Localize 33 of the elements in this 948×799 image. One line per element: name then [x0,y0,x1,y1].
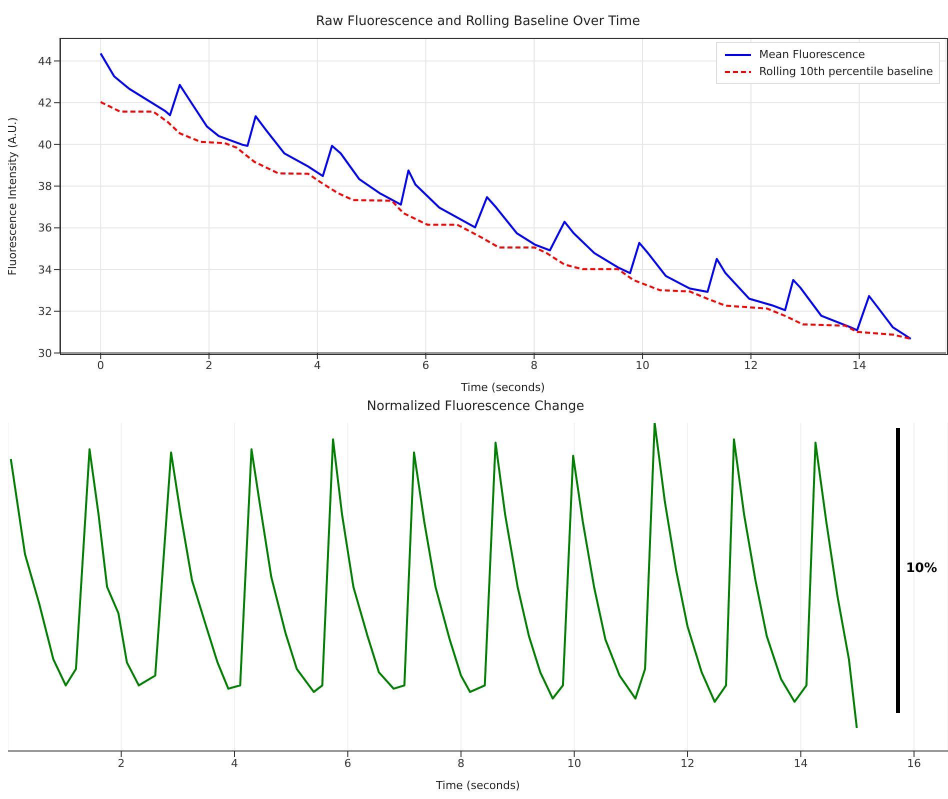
x-tick-label: 2 [118,756,125,770]
x-tick-label: 16 [907,756,922,770]
x-tick-label: 4 [314,358,321,372]
x-tick-label: 4 [231,756,238,770]
x-axis-title: Time (seconds) [435,779,520,792]
chart-title: Raw Fluorescence and Rolling Baseline Over Time [314,14,642,29]
y-tick-label: 36 [38,222,52,235]
chart-title: Normalized Fluorescence Change [366,399,586,414]
y-tick-label: 44 [38,54,52,68]
x-tick-label: 8 [530,358,538,372]
line-series [100,101,912,340]
legend-label: Mean Fluorescence [759,48,866,61]
x-tick-label: 6 [344,756,352,770]
x-tick-label: 14 [852,358,866,372]
y-tick-label: 42 [38,96,52,110]
x-tick-label: 12 [680,756,695,770]
x-tick-label: 2 [206,358,213,372]
y-tick-label: 30 [38,346,52,360]
legend-label: Rolling 10th percentile baseline [759,65,933,78]
x-tick-label: 6 [422,358,430,372]
x-tick-label: 10 [567,756,582,770]
x-tick-label: 0 [97,358,104,372]
x-axis-title: Time (seconds) [460,381,545,394]
x-tick-label: 12 [744,358,758,372]
annotation: 10% [906,561,938,576]
y-tick-label: 38 [38,180,52,194]
y-tick-label: 32 [38,305,52,318]
y-tick-label: 34 [38,263,52,276]
x-tick-label: 14 [794,756,808,770]
x-tick-label: 10 [636,358,650,372]
x-tick-label: 8 [458,756,465,770]
y-tick-label: 40 [38,138,52,152]
y-axis-title: Fluorescence Intensity (A.U.) [6,117,19,276]
